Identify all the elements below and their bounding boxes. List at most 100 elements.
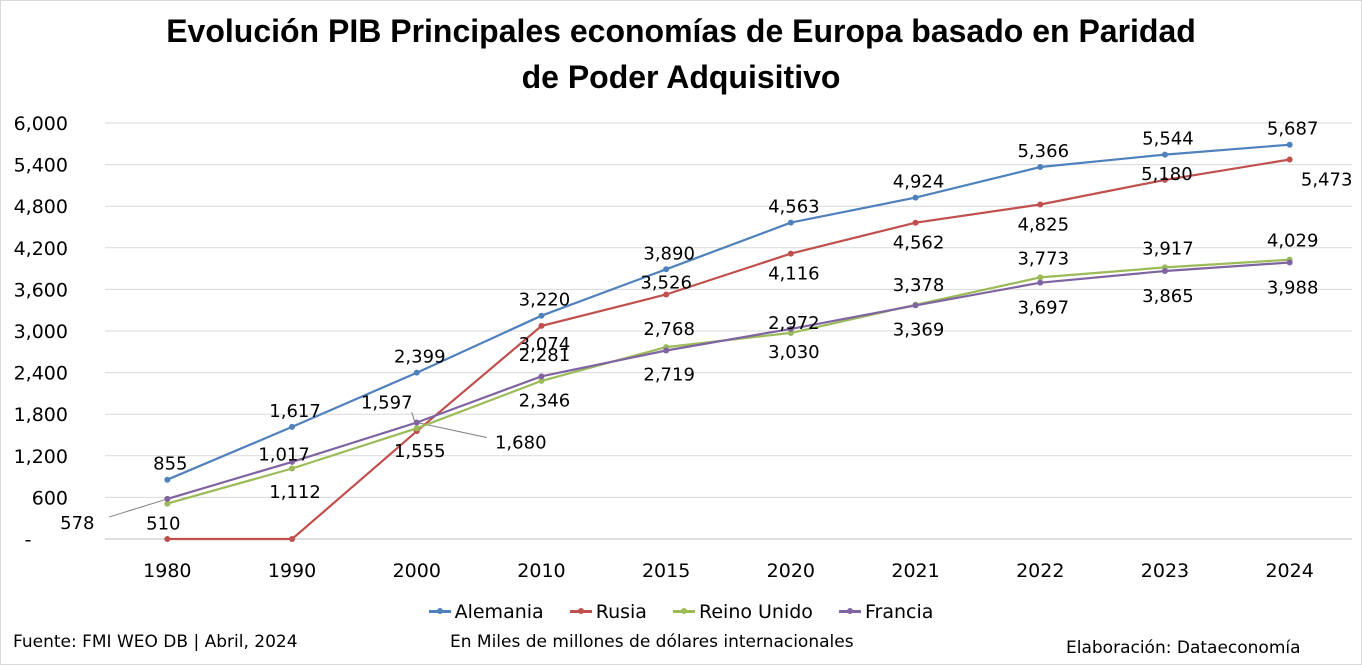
data-point <box>1161 268 1168 275</box>
x-tick-label: 2015 <box>642 560 690 582</box>
data-point <box>1037 163 1044 170</box>
data-point <box>1037 279 1044 286</box>
gridlines <box>105 122 1352 540</box>
data-point <box>413 369 420 376</box>
data-point <box>289 423 296 430</box>
data-label: 1,680 <box>495 433 547 454</box>
data-label: 510 <box>146 514 180 535</box>
x-axis: 1980 1990 2000 2010 2015 2020 2021 2022 2023 2024 <box>143 560 1314 582</box>
data-label: 2,719 <box>643 364 695 385</box>
data-point <box>787 325 794 332</box>
credit-note: Elaboración: Dataeconomía <box>1066 638 1301 658</box>
data-point <box>912 194 919 201</box>
y-tick-label: 5,400 <box>14 155 68 177</box>
x-tick-label: 1980 <box>143 560 191 582</box>
data-point <box>1161 176 1168 183</box>
data-point <box>912 219 919 226</box>
x-tick-label: 2024 <box>1265 560 1313 582</box>
data-label: 4,116 <box>768 264 820 285</box>
data-point <box>1037 274 1044 281</box>
y-tick-label: - <box>25 529 32 551</box>
data-label: 3,074 <box>519 334 571 355</box>
legend-item-francia: Francia <box>838 601 933 623</box>
data-label: 3,890 <box>643 243 695 264</box>
y-tick-label: 6,000 <box>14 113 68 135</box>
data-point <box>289 536 296 542</box>
data-point <box>164 536 171 542</box>
data-point <box>538 312 545 319</box>
data-label: 578 <box>60 513 94 534</box>
data-label: 1,597 <box>361 392 413 413</box>
y-tick-label: 1,200 <box>14 446 68 468</box>
series-points <box>164 141 1293 542</box>
data-label: 1,555 <box>394 441 446 462</box>
data-point <box>289 458 296 465</box>
data-label: 1,017 <box>258 444 310 465</box>
x-tick-label: 2000 <box>393 560 441 582</box>
data-point <box>413 419 420 426</box>
y-tick-label: 3,000 <box>14 321 68 343</box>
y-axis: -600 1,200 1,800 2,400 3,000 3,600 4,200 4,800 5… <box>14 113 68 551</box>
data-point <box>413 425 420 432</box>
line-chart: -600 1,200 1,800 2,400 3,000 3,600 4,200 4,800 5… <box>14 113 1353 582</box>
y-tick-label: 4,200 <box>14 238 68 260</box>
data-label: 3,988 <box>1267 277 1319 298</box>
chart-title: Evolución PIB Principales economías de E… <box>0 8 1362 100</box>
y-tick-label: 1,800 <box>14 404 68 426</box>
legend-item-alemania: Alemania <box>428 601 544 623</box>
x-tick-label: 1990 <box>268 560 316 582</box>
x-tick-label: 2010 <box>517 560 565 582</box>
x-tick-label: 2020 <box>767 560 815 582</box>
data-label: 3,773 <box>1017 248 1069 269</box>
data-point <box>663 266 670 273</box>
x-tick-label: 2021 <box>891 560 939 582</box>
x-tick-label: 2023 <box>1141 560 1189 582</box>
legend-swatch-alemania <box>428 608 451 614</box>
x-tick-label: 2022 <box>1016 560 1064 582</box>
data-label: 855 <box>153 454 187 475</box>
data-point <box>164 500 171 507</box>
y-tick-label: 3,600 <box>14 279 68 301</box>
data-label: 5,366 <box>1017 141 1069 162</box>
data-point <box>1037 201 1044 208</box>
data-label: 4,562 <box>893 233 945 254</box>
data-point <box>538 377 545 384</box>
data-point <box>538 322 545 329</box>
data-label: 2,972 <box>768 313 820 334</box>
legend-label-rusia: Rusia <box>595 600 647 623</box>
units-note: En Miles de millones de dólares internac… <box>450 632 854 652</box>
data-point <box>164 495 171 502</box>
data-label: 2,346 <box>519 390 571 411</box>
data-point <box>1286 259 1293 266</box>
title-line-1: Evolución PIB Principales economías de E… <box>166 13 1196 49</box>
y-tick-label: 600 <box>32 487 68 509</box>
data-label: 3,378 <box>893 275 945 296</box>
source-note: Fuente: FMI WEO DB | Abril, 2024 <box>13 632 298 652</box>
data-label: 4,924 <box>893 172 945 193</box>
data-label: 5,473 <box>1301 170 1353 191</box>
data-label: 3,030 <box>768 342 820 363</box>
legend-label-reino-unido: Reino Unido <box>699 600 813 623</box>
data-point <box>538 373 545 380</box>
data-label: 4,029 <box>1267 231 1319 252</box>
label-leader-line <box>109 498 168 518</box>
data-point <box>663 347 670 354</box>
data-point <box>1286 156 1293 163</box>
data-label: 2,768 <box>643 319 695 340</box>
data-label: 2,399 <box>394 347 446 368</box>
title-line-2: de Poder Adquisitivo <box>521 59 841 95</box>
data-label: 3,369 <box>893 319 945 340</box>
series-line-francia <box>166 261 1290 500</box>
data-label: 3,917 <box>1142 238 1194 259</box>
data-label: 3,220 <box>519 290 571 311</box>
data-label: 1,617 <box>269 401 321 422</box>
series-line-reino-unido <box>167 258 1290 505</box>
legend-item-reino-unido: Reino Unido <box>673 601 813 623</box>
legend-swatch-reino-unido <box>673 608 695 614</box>
data-label: 5,180 <box>1141 164 1193 185</box>
y-tick-label: 4,800 <box>14 196 68 218</box>
legend-swatch-rusia <box>569 608 592 614</box>
series-line-rusia <box>167 158 1290 541</box>
data-label: 3,697 <box>1017 298 1069 319</box>
data-label: 3,526 <box>640 273 692 294</box>
